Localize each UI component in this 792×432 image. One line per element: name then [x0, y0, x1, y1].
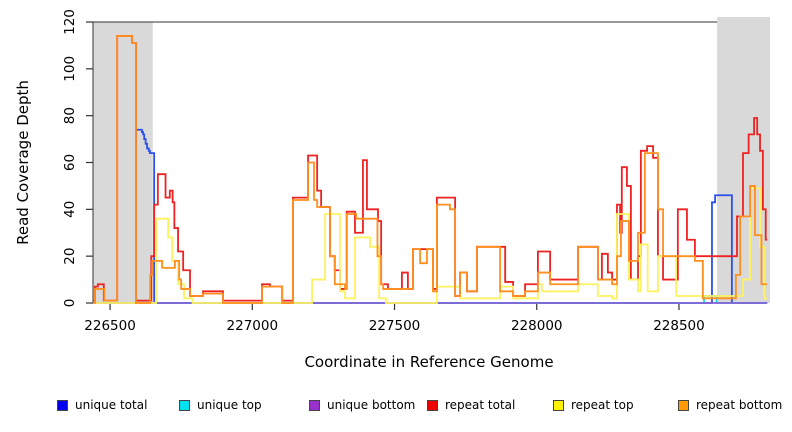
left-gray-band	[93, 22, 153, 303]
x-tick-label: 228000	[511, 318, 563, 334]
y-axis-title: Read Coverage Depth	[14, 80, 32, 245]
series-repeat-total	[93, 35, 768, 302]
series-unique-top	[93, 295, 768, 304]
y-tick-label: 0	[62, 299, 78, 308]
y-tick-label: 40	[62, 201, 78, 218]
series-repeat-bottom	[93, 35, 768, 304]
y-tick-label: 60	[62, 154, 78, 171]
y-tick-label: 120	[62, 9, 78, 35]
y-tick-label: 80	[62, 107, 78, 124]
series-repeat-top	[93, 187, 768, 304]
y-tick-label: 20	[62, 248, 78, 265]
plot-border	[92, 21, 766, 304]
x-tick-label: 227500	[369, 318, 421, 334]
series-unique-total	[93, 128, 768, 304]
y-tick-label: 100	[62, 56, 78, 82]
x-tick-label: 226500	[84, 318, 136, 334]
x-tick-label: 228500	[653, 318, 705, 334]
x-axis-title: Coordinate in Reference Genome	[304, 353, 553, 371]
x-tick-label: 227000	[227, 318, 279, 334]
